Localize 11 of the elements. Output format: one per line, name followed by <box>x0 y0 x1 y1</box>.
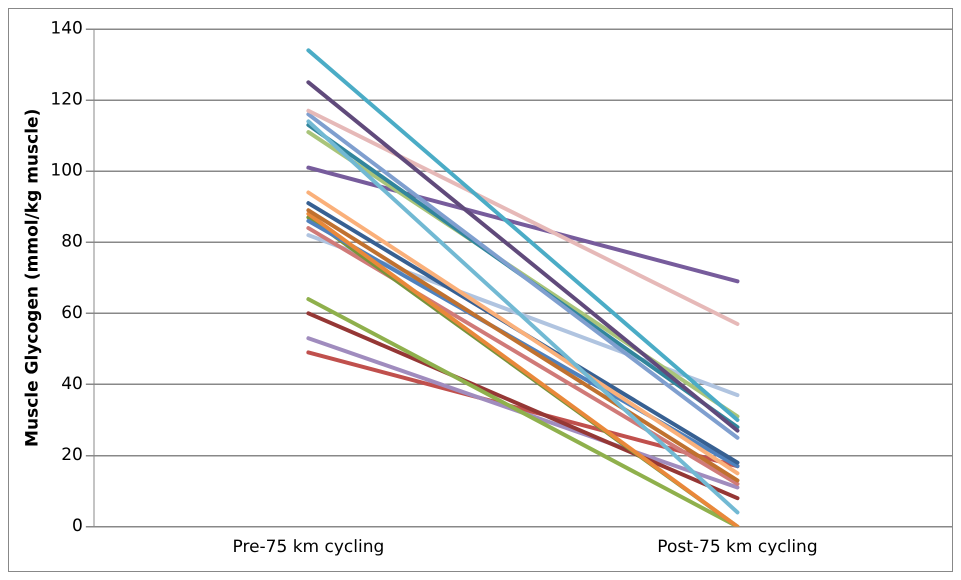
x-tick-label: Pre-75 km cycling <box>232 537 384 558</box>
y-axis-title: Muscle Glycogen (mmol/kg muscle) <box>22 108 43 447</box>
x-tick-label: Post-75 km cycling <box>657 537 818 558</box>
y-tick-label: 120 <box>50 90 83 110</box>
y-tick-label: 80 <box>61 232 83 252</box>
y-tick-label: 60 <box>61 302 83 323</box>
y-tick-label: 0 <box>72 516 83 536</box>
y-tick-label: 40 <box>61 374 83 394</box>
y-tick-label: 100 <box>50 160 83 181</box>
y-tick-label: 20 <box>61 444 83 465</box>
y-tick-label: 140 <box>50 18 83 38</box>
